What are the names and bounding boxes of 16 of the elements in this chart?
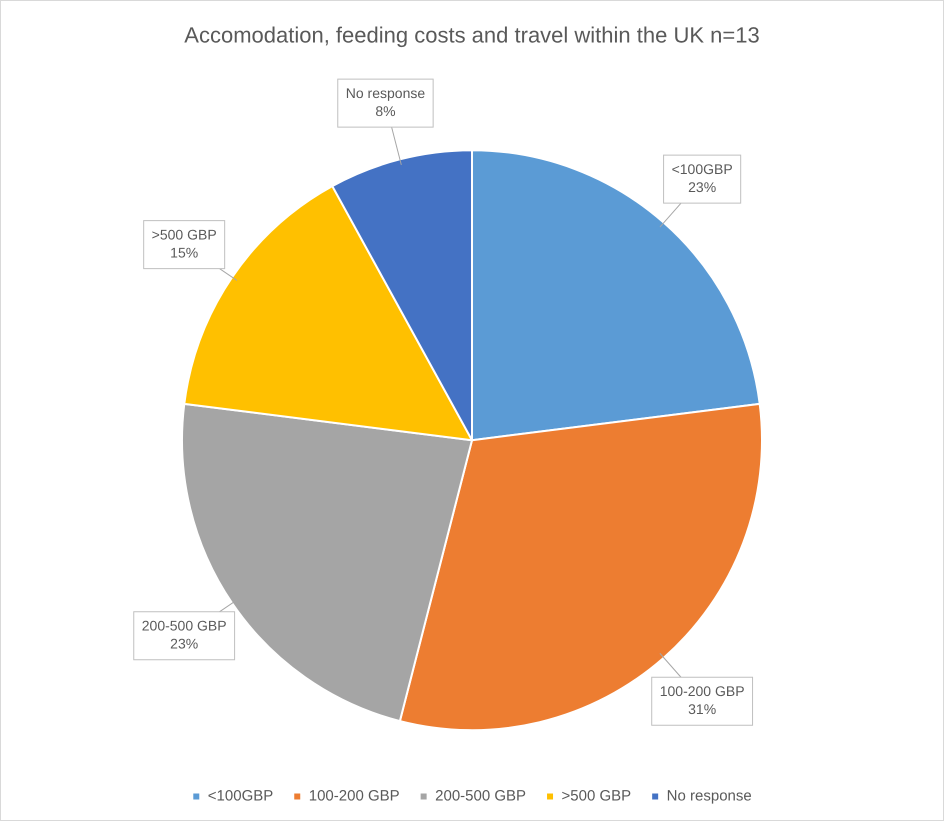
slice-label: 200-500 GBP <box>142 618 227 634</box>
legend-label: 100-200 GBP <box>308 788 400 805</box>
data-label: 15% <box>170 244 198 260</box>
data-label: 8% <box>375 102 396 119</box>
slice-label: 100-200 GBP <box>660 683 745 700</box>
legend-label: >500 GBP <box>562 788 632 805</box>
data-label: 23% <box>170 636 198 652</box>
data-label: 31% <box>688 701 716 718</box>
legend-label: 200-500 GBP <box>435 788 526 805</box>
slice-label: <100GBP <box>672 161 733 178</box>
slice-label: No response <box>346 84 426 101</box>
legend-label: No response <box>666 788 752 805</box>
slice-label: >500 GBP <box>152 226 217 242</box>
data-label: 23% <box>688 179 716 196</box>
legend-label: <100GBP <box>208 788 274 805</box>
chart-title: Accomodation, feeding costs and travel within the UK n=13 <box>184 22 760 48</box>
